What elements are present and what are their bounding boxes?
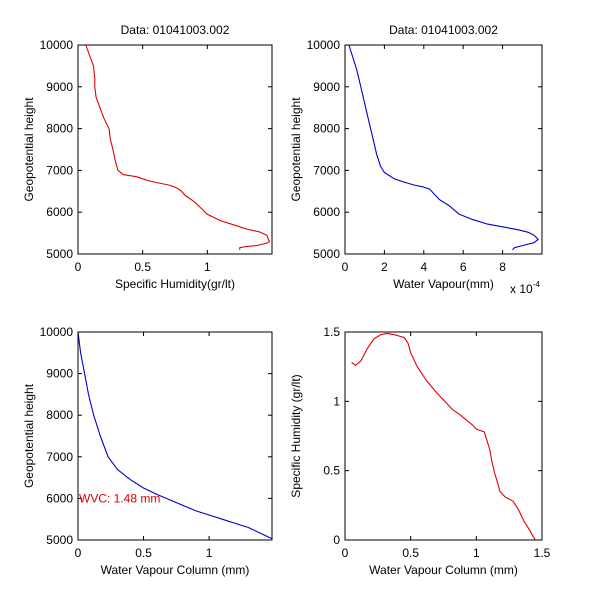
y-axis-label: Geopotential height [289,97,303,202]
chart-title: Data: 01041003.002 [121,23,230,37]
x-axis-label: Water Vapour Column (mm) [369,563,518,577]
x-tick-label: 0 [75,260,82,274]
y-axis-label: Specific Humidity (gr/lt) [289,374,303,497]
y-tick-label: 7000 [46,163,73,177]
y-tick-label: 8000 [46,122,73,136]
y-tick-label: 1 [333,394,340,408]
x-tick-label: 0 [342,546,349,560]
y-tick-label: 8000 [313,122,340,136]
x-tick-label: 1 [206,546,213,560]
x-axis-multiplier: x 10-4 [510,280,540,296]
y-tick-label: 6000 [46,205,73,219]
chart-panel-3: 0 0.5 1 5000 6000 7000 8000 9000 10000 Water Vapo… [22,325,273,577]
series-line [348,44,539,251]
y-tick-label: 6000 [313,205,340,219]
y-tick-label: 7000 [46,450,73,464]
y-tick-label: 1.5 [323,325,340,339]
y-tick-label: 0.5 [323,464,340,478]
chart-panel-1: 0 0.5 1 5000 6000 7000 8000 9000 10000 Data: 0104… [22,23,273,291]
x-tick-label: 0.5 [134,260,151,274]
series-line [85,44,270,250]
chart-panel-4: 0 0.5 1 1.5 0 0.5 1 1.5 Water Vapour Column (mm)… [289,325,551,577]
axes-frame [344,44,543,255]
x-tick-label: 0 [75,546,82,560]
multiplier-base: x 10 [510,282,533,296]
y-tick-label: 5000 [313,247,340,261]
y-tick-label: 5000 [46,247,73,261]
x-axis-label: Water Vapour Column (mm) [101,563,250,577]
x-tick-label: 2 [381,260,388,274]
axes-frame [77,44,273,255]
multiplier-exponent: -4 [533,280,541,289]
series-line [351,332,536,541]
x-tick-label: 0.5 [402,546,419,560]
x-tick-label: 8 [499,260,506,274]
x-tick-label: 1 [204,260,211,274]
y-tick-label: 10000 [40,325,74,339]
chart-panel-2: 0 2 4 6 8 5000 6000 7000 8000 9000 10000 Data: 0104… [289,23,543,296]
wvc-annotation: WVC: 1.48 mm [79,491,160,505]
y-tick-label: 10000 [307,38,341,52]
y-tick-label: 9000 [313,80,340,94]
chart-title: Data: 01041003.002 [389,23,498,37]
x-tick-label: 4 [420,260,427,274]
y-axis-label: Geopotential height [22,97,36,202]
y-tick-label: 6000 [46,491,73,505]
x-tick-label: 0 [342,260,349,274]
x-axis-label: Specific Humidity(gr/lt) [115,277,235,291]
y-axis-label: Geopotential height [22,383,36,488]
y-tick-label: 7000 [313,163,340,177]
y-tick-label: 5000 [46,533,73,547]
x-tick-label: 0.5 [135,546,152,560]
y-tick-label: 8000 [46,408,73,422]
x-tick-label: 1.5 [534,546,551,560]
axes-frame [344,331,543,541]
y-tick-label: 0 [333,533,340,547]
y-tick-label: 10000 [40,38,74,52]
x-axis-label: Water Vapour(mm) [393,277,494,291]
x-tick-label: 1 [473,546,480,560]
axes-frame [77,331,273,541]
x-tick-label: 6 [460,260,467,274]
y-tick-label: 9000 [46,367,73,381]
series-line [77,331,273,540]
y-tick-label: 9000 [46,80,73,94]
